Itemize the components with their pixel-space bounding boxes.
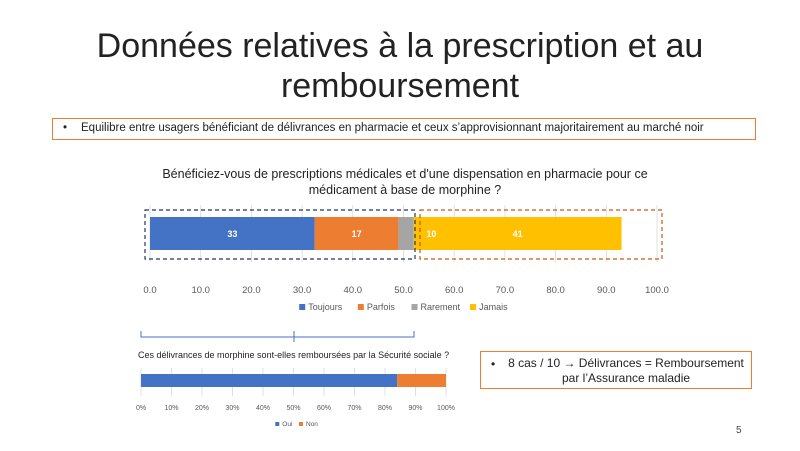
- bar-non: [397, 374, 446, 387]
- chart1-title: Bénéficiez-vous de prescriptions médical…: [162, 167, 648, 197]
- data-label-toujours: 33: [227, 229, 237, 239]
- x-tick-label: 20.0: [242, 285, 261, 296]
- summary-text-top: Equilibre entre usagers bénéficiant de d…: [81, 122, 704, 134]
- summary-text-bottom: 8 cas / 10 → Délivrances = Remboursement…: [508, 356, 744, 385]
- legend-label-non: Non: [306, 421, 318, 428]
- summary-callout-bottom: • 8 cas / 10 → Délivrances = Rembourseme…: [480, 351, 752, 389]
- highlight-box-users-with-prescription: [144, 209, 416, 260]
- x-tick-label: 60.0: [445, 285, 464, 296]
- x-tick-label: 80.0: [546, 285, 565, 296]
- x-tick-label: 100%: [437, 405, 455, 412]
- x-tick-label: 60%: [317, 405, 331, 412]
- x-tick-label: 10%: [164, 405, 178, 412]
- page-number: 5: [736, 425, 742, 436]
- summary-callout-top: • Equilibre entre usagers bénéficiant de …: [52, 118, 756, 140]
- x-tick-label: 40%: [256, 405, 270, 412]
- chart2-title: Ces délivrances de morphine sont-elles r…: [138, 350, 450, 360]
- x-tick-label: 90.0: [597, 285, 616, 296]
- x-tick-label: 70%: [347, 405, 361, 412]
- brace-connector: [140, 331, 415, 342]
- legend-label-rarement: Rarement: [420, 302, 460, 312]
- x-tick-label: 10.0: [191, 285, 210, 296]
- chart2-legend: Oui Non: [275, 421, 318, 428]
- legend-swatch-parfois: [357, 304, 364, 310]
- x-tick-label: 30%: [225, 405, 239, 412]
- chart1-data-labels: 33 17 41 10: [227, 229, 522, 239]
- bar-oui: [141, 374, 398, 387]
- chart2-bars: [141, 374, 446, 387]
- bullet: •: [63, 122, 68, 134]
- x-tick-label: 50.0: [394, 285, 413, 296]
- data-label-parfois: 17: [352, 229, 362, 239]
- legend-swatch-jamais: [470, 304, 477, 310]
- x-tick-label: 70.0: [496, 285, 515, 296]
- x-tick-label: 40.0: [344, 285, 363, 296]
- legend-label-oui: Oui: [282, 421, 292, 428]
- x-tick-label: 80%: [378, 405, 392, 412]
- data-label-overlay: 10: [426, 229, 436, 239]
- legend-label-toujours: Toujours: [308, 302, 343, 312]
- chart2-tick-labels: 0% 10% 20% 30% 40% 50% 60% 70% 80% 90% 100%: [136, 405, 455, 412]
- x-tick-label: 100.0: [645, 285, 669, 296]
- bullet: •: [491, 357, 496, 371]
- legend-label-jamais: Jamais: [479, 302, 508, 312]
- bar-jamais: [413, 217, 622, 250]
- legend-swatch-oui: [275, 422, 280, 426]
- x-tick-label: 20%: [195, 405, 209, 412]
- bar-toujours: [150, 217, 315, 250]
- chart1-tick-labels: 0.0 10.0 20.0 30.0 40.0 50.0 60.0 70.0 80.0 90.0 1…: [143, 285, 669, 296]
- x-tick-label: 30.0: [293, 285, 312, 296]
- legend-swatch-toujours: [299, 304, 306, 310]
- x-tick-label: 0.0: [143, 285, 156, 296]
- highlight-box-never: [419, 209, 663, 260]
- chart1-bars: [150, 217, 622, 250]
- bar-rarement: [398, 217, 414, 250]
- x-tick-label: 50%: [286, 405, 300, 412]
- legend-label-parfois: Parfois: [367, 302, 396, 312]
- slide-title: Données relatives à la prescription et a…: [96, 27, 704, 105]
- legend-swatch-rarement: [411, 304, 418, 310]
- chart1-legend: Toujours Parfois Rarement Jamais: [299, 302, 508, 312]
- x-tick-label: 90%: [408, 405, 422, 412]
- data-label-jamais: 41: [513, 229, 523, 239]
- bar-parfois: [314, 217, 399, 250]
- legend-swatch-non: [299, 422, 303, 426]
- x-tick-label: 0%: [136, 405, 146, 412]
